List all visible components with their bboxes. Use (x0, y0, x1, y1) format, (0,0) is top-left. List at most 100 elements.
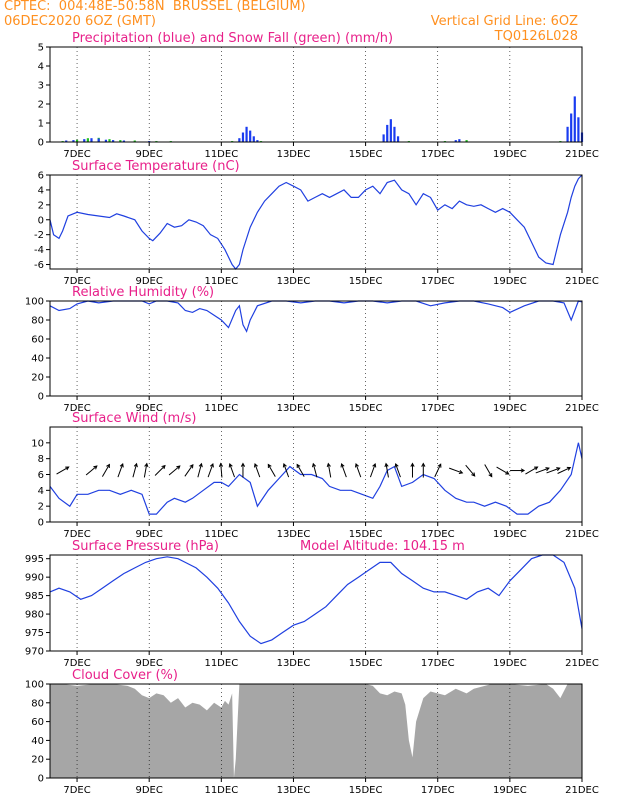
humidity-frame (49, 300, 583, 397)
x-tick-label: 7DEC (63, 276, 90, 287)
precip-bar-15 (382, 134, 385, 142)
y-tick-label: 3 (38, 81, 44, 92)
y-tick-label: 0 (38, 774, 44, 785)
x-tick-label: 11DEC (204, 276, 238, 287)
cloud-frame (49, 683, 583, 779)
x-tick-label: 13DEC (277, 658, 311, 669)
wind-arrow-10 (207, 462, 214, 478)
x-tick-label: 7DEC (63, 529, 90, 540)
temperature-panel: Surface Temperature (nC) -6 -4 -2 0 2 4 6 7DEC 9D… (34, 159, 599, 287)
wind-arrow-33 (525, 466, 539, 475)
precip-bar-2 (83, 139, 86, 142)
y-tick-label: 980 (25, 610, 44, 621)
wind-arrow-24 (394, 462, 401, 478)
y-tick-label: 2 (38, 100, 44, 111)
temperature-line (49, 174, 583, 270)
header-datetime: 06DEC2020 6OZ (GMT) (4, 14, 156, 29)
humidity-panel: Relative Humidity (%) 0 20 40 60 80 100 7DEC 9DE… (25, 285, 599, 414)
y-tick-label: 5 (38, 43, 44, 54)
x-tick-label: 7DEC (63, 658, 90, 669)
wind-arrow-32 (510, 468, 526, 473)
y-tick-label: 970 (25, 647, 44, 658)
x-tick-label: 19DEC (493, 276, 527, 287)
y-tick-label: -4 (34, 245, 44, 256)
y-tick-label: 2 (38, 200, 44, 211)
x-tick-label: 15DEC (349, 529, 383, 540)
x-tick-label: 21DEC (565, 276, 599, 287)
precip-bar-4 (97, 138, 100, 142)
snow-bar-5 (119, 140, 122, 142)
pressure-panel: Surface Pressure (hPa) Model Altitude: 10… (25, 539, 599, 669)
precip-bar-6 (112, 140, 115, 142)
wind-arrow-15 (267, 463, 276, 477)
temperature-title: Surface Temperature (nC) (72, 159, 240, 174)
precip-bar-22 (566, 126, 569, 142)
wind-arrow-4 (132, 462, 138, 478)
cloud-title: Cloud Cover (%) (72, 668, 178, 683)
x-tick-label: 13DEC (277, 403, 311, 414)
wind-arrow-5 (143, 462, 149, 478)
wind-arrow-31 (496, 466, 510, 475)
precip-bar-10 (241, 132, 245, 142)
x-tick-label: 13DEC (277, 276, 311, 287)
y-tick-label: 40 (31, 736, 44, 747)
precipitation-frame (49, 46, 583, 143)
wind-arrow-29 (465, 464, 476, 477)
x-tick-label: 11DEC (204, 658, 238, 669)
humidity-line (49, 300, 583, 333)
x-tick-label: 17DEC (421, 403, 455, 414)
y-tick-label: 20 (31, 755, 44, 766)
precip-bar-5 (104, 139, 108, 142)
x-tick-label: 15DEC (349, 403, 383, 414)
y-tick-label: 995 (25, 554, 44, 565)
y-tick-label: 40 (31, 354, 44, 365)
snow-bar-4 (108, 139, 111, 142)
y-tick-label: 100 (25, 680, 44, 691)
humidity-title: Relative Humidity (%) (72, 285, 214, 300)
x-tick-label: 19DEC (493, 149, 527, 160)
cloud-panel: Cloud Cover (%) 0 20 40 60 80 100 7DEC 9DEC 11DEC… (25, 668, 599, 796)
wind-arrow-13 (240, 462, 246, 478)
x-tick-label: 13DEC (277, 529, 311, 540)
precip-bar-20 (454, 140, 457, 142)
x-tick-label: 17DEC (421, 658, 455, 669)
y-tick-label: 0 (38, 392, 44, 403)
y-tick-label: 990 (25, 573, 44, 584)
precip-bar-19 (396, 136, 400, 142)
header-line1: CPTEC: 004:48E-50:58N BRUSSEL (BELGIUM) (4, 0, 306, 14)
wind-arrow-7 (168, 465, 181, 476)
y-tick-label: 985 (25, 591, 44, 602)
precip-bar-13 (252, 136, 255, 142)
wind-arrow-19 (326, 462, 332, 478)
x-tick-label: 11DEC (204, 149, 238, 160)
pressure-line (49, 554, 583, 645)
x-tick-label: 15DEC (349, 658, 383, 669)
wind-arrow-17 (296, 463, 305, 477)
y-tick-label: 80 (31, 316, 44, 327)
precip-bar-14 (256, 140, 259, 142)
y-tick-label: 975 (25, 628, 44, 639)
y-tick-label: 100 (25, 297, 44, 308)
y-tick-label: 0 (38, 215, 44, 226)
precip-bar-0 (65, 140, 68, 142)
precipitation-title: Precipitation (blue) and Snow Fall (gree… (72, 31, 393, 46)
precip-bar-9 (238, 138, 241, 142)
x-tick-label: 11DEC (204, 403, 238, 414)
pressure-frame (49, 554, 583, 652)
x-tick-label: 17DEC (421, 529, 455, 540)
x-tick-label: 21DEC (565, 529, 599, 540)
y-tick-label: 20 (31, 373, 44, 384)
x-tick-label: 9DEC (135, 529, 162, 540)
snow-bar-2 (86, 138, 89, 142)
cloud-cover-area (50, 684, 582, 778)
wind-arrow-27 (434, 463, 442, 478)
wind-panel: Surface Wind (m/s) 0 2 4 6 8 10 7DEC 9DEC 11DEC 13… (31, 411, 599, 540)
wind-arrow-30 (484, 464, 493, 478)
x-tick-label: 19DEC (493, 785, 527, 796)
wind-arrow-34 (535, 467, 550, 474)
wind-arrow-14 (253, 462, 261, 478)
snow-bar-1 (75, 139, 79, 142)
snow-bar-6 (133, 140, 136, 142)
y-tick-label: 4 (38, 62, 44, 73)
y-tick-label: 0 (38, 518, 44, 529)
